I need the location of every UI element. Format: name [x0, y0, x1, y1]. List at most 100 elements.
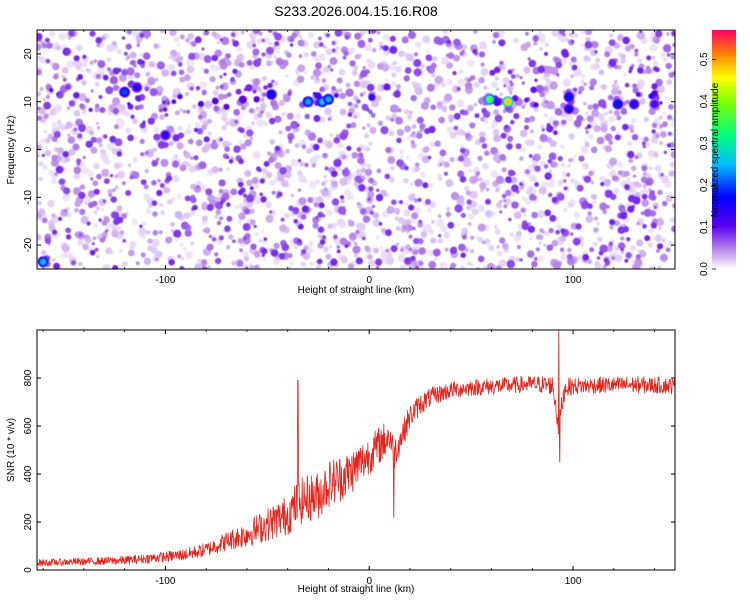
spectrogram-blob [362, 215, 371, 223]
spectrogram-blob [68, 30, 75, 37]
spectrogram-blob [354, 32, 362, 40]
spectrogram-blob [450, 105, 455, 111]
spectrogram-blob [49, 43, 53, 47]
spectrogram-blob [494, 76, 500, 81]
spectrogram-blob [353, 80, 361, 88]
spectrogram-blob [581, 74, 586, 79]
spectrogram-blob [325, 208, 329, 212]
spectrogram-blob [425, 198, 431, 205]
spectrogram-blob [499, 237, 506, 244]
spectrogram-blob [548, 227, 554, 234]
spectrogram-blob [603, 178, 612, 187]
spectrogram-blob [448, 117, 454, 123]
spectrogram-blob [623, 183, 630, 190]
spectrogram-ylabel: Frequency (Hz) [6, 116, 17, 185]
spectrogram-blob [416, 132, 423, 139]
spectrogram-blob [628, 158, 634, 164]
spectrogram-blob [78, 93, 87, 102]
spectrogram-blob [78, 191, 86, 200]
spectrogram-blob [482, 265, 487, 269]
spectrogram-blob [397, 108, 402, 113]
spectrogram-blob [121, 69, 129, 76]
spectrogram-blob [378, 222, 383, 226]
spectrogram-blob [197, 258, 202, 263]
spectrogram-blob [465, 190, 471, 196]
spectrogram-blob [236, 260, 244, 267]
spectrogram-blob [98, 143, 103, 148]
spectrogram-blob [481, 107, 488, 114]
spectrogram-blob [657, 189, 663, 196]
spectrogram-blob [106, 67, 111, 72]
spectrogram-blob [509, 80, 513, 84]
spectrogram-blob [467, 213, 475, 220]
spectrogram-blob [436, 218, 444, 227]
spectrogram-blob [73, 55, 80, 62]
spectrogram-blob [380, 126, 389, 135]
spectrogram-blob [399, 200, 403, 205]
spectrogram-blob [469, 190, 478, 199]
spectrogram-blob [234, 119, 239, 124]
spectrogram-blob [389, 104, 399, 113]
spectrogram-blob [134, 84, 140, 91]
spectrogram-blob [587, 104, 593, 111]
spectrogram-blob [341, 168, 350, 177]
spectrogram-blob [140, 252, 146, 258]
spectrogram-blob [309, 261, 314, 266]
spectrogram-blob [602, 209, 607, 215]
spectrogram-blob [99, 107, 106, 113]
spectrogram-blob [304, 162, 309, 168]
spectrogram-blob [331, 86, 336, 91]
spectrogram-blob [525, 41, 531, 48]
spectrogram-blob [402, 225, 407, 230]
spectrogram-blob [134, 136, 138, 141]
spectrogram-blob [254, 264, 260, 269]
spectrogram-blob [503, 84, 507, 88]
spectrogram-blob [323, 187, 328, 192]
spectrogram-blob [342, 55, 347, 60]
spectrogram-blob [494, 228, 501, 235]
spectrogram-blob [253, 96, 260, 103]
spectrogram-blob [77, 239, 84, 247]
spectrogram-blob [297, 223, 304, 230]
spectrogram-blob [289, 43, 294, 47]
spectrogram-blob [662, 111, 667, 116]
spectrogram-blob [147, 76, 156, 86]
spectrogram-blob [655, 133, 660, 138]
spectrogram-blob [102, 199, 107, 204]
spectrogram-blob [645, 67, 652, 75]
spectrogram-blob [261, 75, 267, 81]
spectrogram-blob [126, 67, 135, 76]
spectrogram-blob [187, 138, 194, 145]
spectrogram-blob [414, 206, 422, 214]
spectrogram-blob [170, 229, 175, 233]
spectrogram-blob [548, 169, 553, 173]
spectrogram-blob [466, 59, 475, 67]
spectrogram-blob [367, 37, 373, 43]
spectrogram-blob [583, 55, 590, 62]
spectrogram-blob [237, 238, 244, 244]
spectrogram-blob [653, 205, 658, 210]
spectrogram-blob [538, 30, 542, 34]
spectrogram-blob [176, 193, 182, 199]
spectrogram-blob [72, 61, 76, 66]
spectrogram-blob [387, 155, 396, 164]
spectrogram-blob [267, 30, 273, 33]
spectrogram-blob [551, 196, 558, 203]
spectrogram-blob [547, 159, 552, 164]
spectrogram-blob [40, 138, 44, 143]
spectrogram-blob [372, 47, 377, 53]
spectrogram-blob [639, 30, 643, 34]
spectrogram-blob [599, 175, 606, 183]
spectrogram-blob [441, 82, 446, 88]
spectrogram-blob [183, 212, 190, 219]
spectrogram-blob [183, 150, 188, 155]
spectrogram-blob [632, 87, 639, 94]
spectrogram-blob [267, 82, 273, 89]
spectrogram-blob [553, 130, 558, 136]
spectrogram-blob [355, 257, 363, 265]
spectrogram-blob [201, 47, 205, 51]
spectrogram-blob [156, 157, 160, 162]
spectrogram-blob [346, 145, 352, 151]
spectrogram-blob [103, 158, 111, 165]
spectrogram-blob [385, 248, 390, 253]
